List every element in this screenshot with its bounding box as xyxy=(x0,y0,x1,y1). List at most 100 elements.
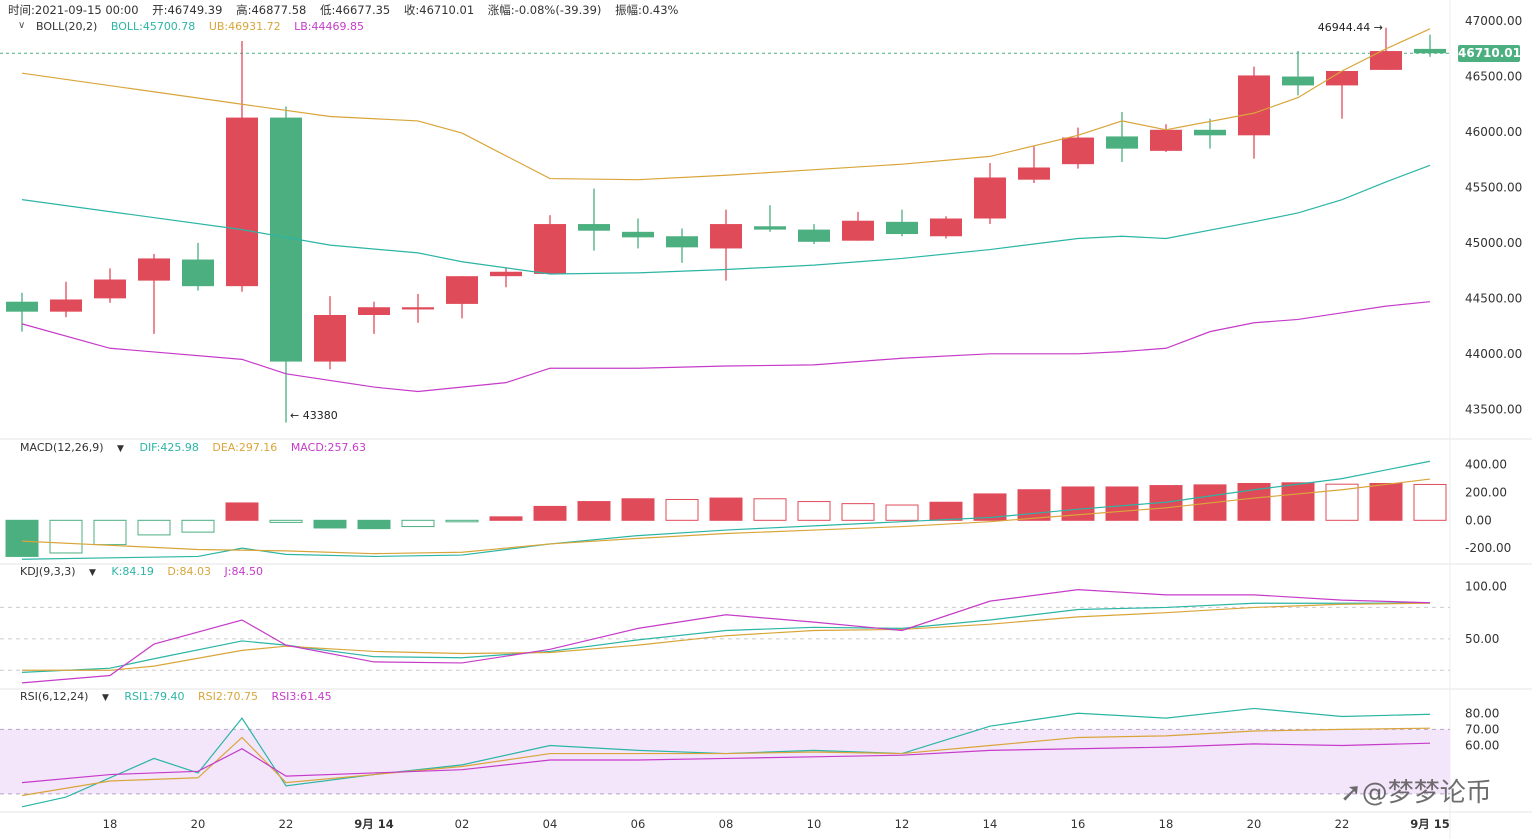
macd-bar xyxy=(1017,489,1051,521)
share-icon: ➚ xyxy=(1340,778,1362,808)
x-tick-label: 16 xyxy=(1071,817,1086,831)
chevron-down-icon[interactable]: ▼ xyxy=(101,693,109,703)
macd-bar xyxy=(401,519,435,528)
candle-body xyxy=(358,307,390,315)
price-tick-label: 46000.00 xyxy=(1465,125,1522,139)
macd-bar xyxy=(885,504,919,521)
low-marker-label: ← 43380 xyxy=(290,409,338,422)
boll-ub-value: UB:46931.72 xyxy=(208,20,281,33)
candle-body xyxy=(50,299,82,312)
low-readout: 低:46677.35 xyxy=(319,3,391,17)
x-tick-label: 12 xyxy=(895,817,910,831)
last-price-tag: 46710.01 xyxy=(1458,45,1522,62)
rsi-legend[interactable]: RSI(6,12,24) ▼ RSI1:79.40 RSI2:70.75 RSI… xyxy=(20,690,342,703)
x-tick-label: 20 xyxy=(191,817,206,831)
k-value: K:84.19 xyxy=(111,565,154,578)
rsi-tick-label: 70.00 xyxy=(1465,722,1499,736)
x-tick-label: 14 xyxy=(983,817,998,831)
macd-bar xyxy=(49,519,83,554)
candle-body xyxy=(1018,167,1050,180)
change-readout: 涨幅:-0.08%(-39.39) xyxy=(487,3,602,17)
chevron-down-icon[interactable]: ▼ xyxy=(89,568,96,578)
macd-name[interactable]: MACD(12,26,9) xyxy=(20,441,104,454)
macd-dea-line xyxy=(21,478,1431,555)
kdj-name[interactable]: KDJ(9,3,3) xyxy=(20,565,76,578)
kdj-tick-label: 50.00 xyxy=(1465,632,1499,646)
rsi-band xyxy=(0,729,1450,794)
watermark: ➚@梦梦论币 xyxy=(1340,772,1492,809)
candle-body xyxy=(666,236,698,248)
price-tick-label: 44000.00 xyxy=(1465,347,1522,361)
macd-bar xyxy=(973,493,1007,521)
candle-body xyxy=(1062,137,1094,165)
price-tick-label: 47000.00 xyxy=(1465,14,1522,28)
macd-legend[interactable]: MACD(12,26,9) ▼ DIF:425.98 DEA:297.16 MA… xyxy=(20,441,376,454)
boll-mid-value: BOLL:45700.78 xyxy=(110,20,196,33)
kdj-d-line xyxy=(22,602,1431,671)
j-value: J:84.50 xyxy=(224,565,263,578)
price-tick-label: 45000.00 xyxy=(1465,236,1522,250)
candle-body xyxy=(226,117,258,287)
candle-body xyxy=(1238,75,1270,136)
candle-body xyxy=(1194,129,1226,136)
open-readout: 开:46749.39 xyxy=(152,3,223,17)
candle-body xyxy=(1370,51,1402,70)
macd-bar xyxy=(621,498,655,521)
candle-body xyxy=(138,258,170,281)
macd-bar xyxy=(269,519,303,523)
candle-body xyxy=(710,224,742,249)
candle-body xyxy=(886,221,918,235)
candle-body xyxy=(1282,76,1314,86)
macd-bar xyxy=(1105,486,1139,521)
macd-value: MACD:257.63 xyxy=(290,441,366,454)
x-tick-label: 22 xyxy=(1335,817,1350,831)
rsi2-line xyxy=(21,727,1431,797)
x-tick-label: 9月 14 xyxy=(354,817,394,831)
high-marker-label: 46944.44 → xyxy=(1318,21,1383,34)
macd-bar xyxy=(313,519,347,529)
rsi2-value: RSI2:70.75 xyxy=(197,690,259,703)
candle-body xyxy=(94,279,126,299)
chevron-down-icon[interactable]: ▼ xyxy=(117,444,124,454)
candle-body xyxy=(490,271,522,277)
macd-bar xyxy=(577,501,611,521)
macd-bar xyxy=(1281,482,1315,521)
candle-body xyxy=(842,220,874,241)
kdj-legend[interactable]: KDJ(9,3,3) ▼ K:84.19 D:84.03 J:84.50 xyxy=(20,565,273,578)
rsi-name[interactable]: RSI(6,12,24) xyxy=(20,690,89,703)
candle-body xyxy=(182,259,214,287)
macd-bar xyxy=(753,498,787,521)
macd-bar xyxy=(709,497,743,521)
macd-bar xyxy=(1413,483,1447,521)
candle-body xyxy=(446,276,478,304)
candle-body xyxy=(534,224,566,274)
macd-bar xyxy=(929,501,963,521)
time-readout: 时间:2021-09-15 00:00 xyxy=(8,3,139,17)
price-tick-label: 46500.00 xyxy=(1465,70,1522,84)
x-tick-label: 06 xyxy=(631,817,646,831)
boll-lb-value: LB:44469.85 xyxy=(294,20,364,33)
candle-body xyxy=(974,177,1006,219)
candle-body xyxy=(1106,136,1138,149)
rsi1-line xyxy=(21,707,1431,808)
boll-name[interactable]: BOLL(20,2) xyxy=(36,20,98,33)
x-tick-label: 20 xyxy=(1247,817,1262,831)
watermark-text: @梦梦论币 xyxy=(1361,778,1492,808)
d-value: D:84.03 xyxy=(167,565,212,578)
macd-bar xyxy=(533,505,567,521)
price-tick-label: 43500.00 xyxy=(1465,402,1522,416)
close-readout: 收:46710.01 xyxy=(403,3,475,17)
ohlc-header: 时间:2021-09-15 00:00 开:46749.39 高:46877.5… xyxy=(8,2,688,18)
macd-bar xyxy=(181,519,215,533)
macd-tick-label: 0.00 xyxy=(1465,513,1492,527)
macd-bar xyxy=(225,502,259,521)
x-tick-label: 18 xyxy=(103,817,118,831)
candle-body xyxy=(798,229,830,242)
candle-body xyxy=(402,307,434,310)
kdj-j-line xyxy=(21,589,1431,684)
macd-bar xyxy=(93,519,127,546)
boll-legend[interactable]: BOLL(20,2) BOLL:45700.78 UB:46931.72 LB:… xyxy=(36,20,374,33)
macd-bar xyxy=(797,501,831,521)
collapse-chevron-icon[interactable]: ∨ xyxy=(18,20,26,31)
